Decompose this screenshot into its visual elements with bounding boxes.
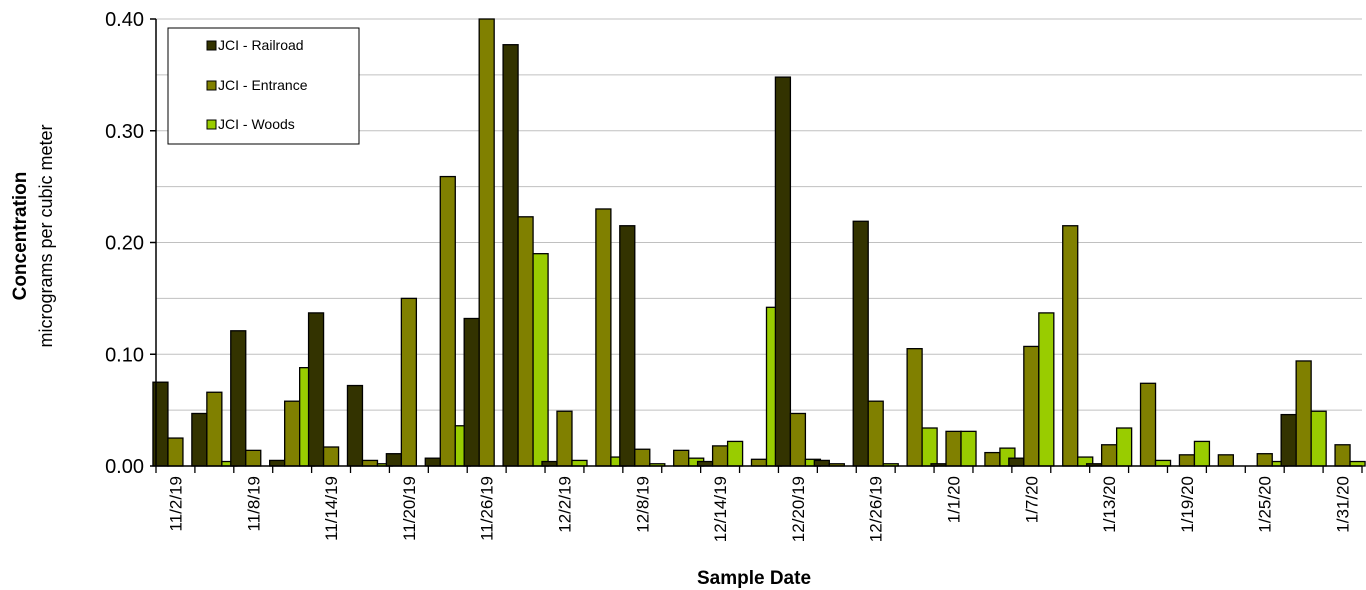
x-tick-label: 11/2/19 (166, 476, 185, 531)
bar-entrance (322, 446, 340, 467)
y-tick-label: 0.30 (105, 121, 144, 143)
bar-entrance (1100, 444, 1118, 467)
bar-woods (726, 440, 744, 467)
x-tick-label: 11/26/19 (478, 476, 497, 541)
bar-entrance (1256, 453, 1273, 467)
bar-woods (1310, 410, 1327, 467)
bar-entrance (673, 449, 690, 467)
y-axis-title: Concentration (10, 172, 31, 301)
x-axis-title: Sample Date (697, 568, 811, 589)
x-tick-label: 12/8/19 (633, 476, 652, 533)
legend-box (167, 27, 360, 145)
bar-railroad (619, 225, 636, 467)
bar-railroad (852, 220, 869, 467)
x-tick-label: 11/8/19 (244, 476, 263, 531)
bar-railroad (774, 76, 792, 467)
y-tick-label: 0.10 (105, 344, 144, 366)
x-tick-label: 1/31/20 (1334, 476, 1353, 533)
bar-entrance (945, 430, 962, 467)
bar-entrance (1023, 345, 1040, 467)
x-tick-label: 1/13/20 (1100, 476, 1119, 533)
bar-railroad (385, 453, 403, 467)
bar-railroad (230, 330, 247, 467)
x-tick-label: 1/19/20 (1178, 476, 1197, 533)
x-tick-label: 12/20/19 (789, 476, 808, 542)
y-tick-label: 0.20 (105, 233, 144, 255)
bar-woods (1038, 312, 1055, 467)
bar-entrance (517, 216, 534, 467)
bar-woods (960, 430, 977, 467)
bar-railroad (813, 459, 830, 467)
bar-entrance (867, 400, 884, 467)
x-tick-labels: 11/2/19 11/8/19 11/14/19 11/20/19 11/26/19 12… (166, 476, 1352, 542)
bar-entrance (1217, 454, 1234, 467)
bar-entrance (1139, 382, 1157, 467)
legend-swatch-woods (206, 119, 217, 130)
bar-entrance (361, 459, 379, 467)
bar-woods (921, 427, 938, 467)
bar-railroad (346, 384, 364, 467)
legend: JCI - Railroad JCI - Entrance JCI - Wood… (167, 27, 360, 145)
bar-railroad (424, 457, 441, 467)
x-tick-label: 1/1/20 (945, 476, 964, 523)
x-tick-label: 1/25/20 (1256, 476, 1275, 533)
y-tick-label: 0.00 (105, 456, 144, 478)
x-tick-label: 12/2/19 (555, 476, 574, 533)
bar-entrance (439, 175, 456, 467)
bar-entrance (1334, 444, 1351, 467)
bar-entrance (750, 458, 768, 467)
bar-woods (1193, 440, 1211, 467)
bar-entrance (206, 391, 223, 467)
bar-entrance (1178, 454, 1196, 467)
bar-entrance (1062, 225, 1079, 467)
bar-entrance (789, 412, 807, 467)
bar-entrance (284, 400, 301, 467)
axes (150, 18, 1363, 473)
x-tick-label: 12/26/19 (867, 476, 886, 542)
bar-railroad (307, 312, 325, 467)
y-axis-subtitle: micrograms per cubic meter (36, 124, 56, 347)
bar-entrance (984, 451, 1001, 467)
bar-entrance (400, 297, 418, 467)
legend-label-entrance: JCI - Entrance (218, 77, 308, 93)
bar-entrance (595, 208, 612, 467)
bar-railroad (1008, 457, 1025, 467)
y-tick-label: 0.40 (105, 9, 144, 31)
bar-railroad (191, 412, 208, 467)
x-tick-label: 1/7/20 (1022, 476, 1041, 523)
bar-entrance (1295, 360, 1312, 467)
bars (152, 18, 1366, 467)
legend-label-railroad: JCI - Railroad (218, 37, 304, 53)
legend-swatch-railroad (206, 40, 217, 51)
bar-entrance (556, 410, 573, 467)
x-tick-label: 11/14/19 (322, 476, 341, 541)
bar-railroad (269, 459, 286, 467)
x-tick-label: 12/14/19 (711, 476, 730, 542)
legend-label-woods: JCI - Woods (218, 116, 295, 132)
legend-swatch-entrance (206, 80, 217, 91)
x-tick-label: 11/20/19 (400, 476, 419, 541)
bar-railroad (463, 317, 480, 467)
bar-entrance (634, 448, 651, 467)
bar-entrance (245, 449, 262, 467)
bar-railroad (502, 44, 519, 467)
bar-entrance (167, 437, 184, 467)
bar-entrance (906, 348, 923, 467)
bar-woods (532, 253, 549, 467)
bar-railroad (1280, 413, 1297, 467)
bar-entrance (711, 445, 729, 467)
bar-woods (1115, 427, 1133, 467)
y-tick-labels: 0.00 0.10 0.20 0.30 0.40 (105, 9, 144, 478)
bar-entrance (478, 18, 495, 467)
bar-woods (1154, 459, 1172, 467)
bar-railroad (152, 381, 169, 467)
bar-woods (571, 459, 588, 467)
